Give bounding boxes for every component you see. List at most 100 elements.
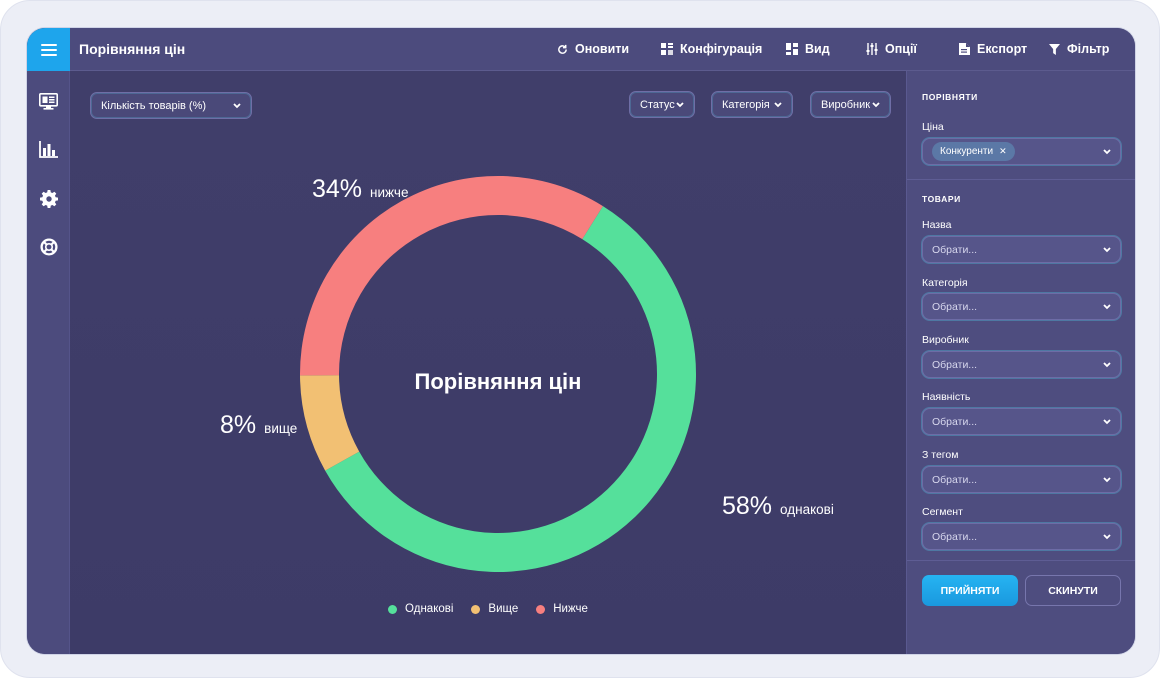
- price-compare-select[interactable]: Конкуренти ✕: [922, 138, 1121, 165]
- slice-label-lower-value: 34%: [312, 175, 363, 203]
- category-filter-label: Категорія: [722, 98, 770, 111]
- view-label: Вид: [805, 42, 830, 56]
- chevron-down-icon: [774, 101, 782, 107]
- export-button[interactable]: Експорт: [959, 42, 1027, 56]
- category-select[interactable]: Обрати...: [922, 293, 1121, 320]
- chevron-down-icon: [1103, 533, 1111, 539]
- export-label: Експорт: [977, 42, 1028, 56]
- config-label: Конфігурація: [680, 42, 763, 56]
- chevron-down-icon: [1103, 246, 1111, 252]
- manufacturer-select-placeholder: Обрати...: [932, 358, 978, 371]
- options-button[interactable]: Опції: [866, 42, 917, 56]
- category-field-label: Категорія: [922, 277, 968, 289]
- chevron-down-icon: [1103, 418, 1111, 424]
- slice-label-same: 58% однакові: [722, 492, 834, 521]
- name-select[interactable]: Обрати...: [922, 236, 1121, 263]
- close-icon[interactable]: ✕: [999, 146, 1007, 156]
- availability-field-label: Наявність: [922, 391, 971, 403]
- availability-select[interactable]: Обрати...: [922, 408, 1121, 435]
- chevron-down-icon: [1103, 361, 1111, 367]
- support-icon: [39, 237, 58, 256]
- bar-chart-icon: [39, 141, 58, 158]
- category-select-placeholder: Обрати...: [932, 300, 978, 313]
- donut-slice-higher[interactable]: [300, 375, 360, 471]
- slice-label-same-text: однакові: [780, 502, 834, 517]
- menu-icon: [40, 43, 57, 56]
- main-content: Кількість товарів (%) Статус Категорія В…: [70, 71, 906, 654]
- tag-select-placeholder: Обрати...: [932, 473, 978, 486]
- filter-label: Фільтр: [1067, 42, 1110, 56]
- page-title: Порівняння цін: [79, 41, 186, 57]
- file-icon: [959, 43, 970, 55]
- slice-label-higher: 8% вище: [220, 411, 297, 440]
- sidebar-item-analytics[interactable]: [38, 139, 59, 160]
- legend-dot: [536, 604, 546, 614]
- competitors-chip[interactable]: Конкуренти ✕: [932, 142, 1015, 161]
- status-filter-label: Статус: [640, 98, 675, 111]
- sidebar-item-support[interactable]: [38, 236, 59, 257]
- compare-section-title: ПОРІВНЯТИ: [922, 92, 978, 102]
- sidebar-item-settings[interactable]: [38, 188, 59, 209]
- legend-dot: [471, 604, 481, 614]
- slice-label-lower: 34% нижче: [312, 175, 408, 204]
- category-filter[interactable]: Категорія: [711, 91, 793, 118]
- sidebar: [27, 71, 70, 654]
- manufacturer-filter-label: Виробник: [821, 98, 871, 111]
- price-field-label: Ціна: [922, 121, 944, 133]
- status-filter[interactable]: Статус: [629, 91, 695, 118]
- price-comparison-donut-chart: [300, 175, 696, 572]
- metric-select-value: Кількість товарів (%): [101, 99, 207, 112]
- refresh-label: Оновити: [575, 42, 630, 56]
- refresh-icon: [558, 44, 567, 54]
- legend-label: Однакові: [405, 603, 454, 615]
- gear-icon: [39, 189, 58, 208]
- manufacturer-select[interactable]: Обрати...: [922, 351, 1121, 378]
- availability-select-placeholder: Обрати...: [932, 415, 978, 428]
- chevron-down-icon: [1103, 303, 1111, 309]
- tag-select[interactable]: Обрати...: [922, 466, 1121, 493]
- config-icon: [661, 43, 673, 55]
- filter-icon: [1049, 43, 1060, 55]
- slice-label-same-value: 58%: [722, 492, 773, 520]
- manufacturer-field-label: Виробник: [922, 334, 969, 346]
- dashboard-icon: [39, 93, 58, 110]
- reset-button[interactable]: СКИНУТИ: [1025, 575, 1121, 606]
- chart-title: Порівняння цін: [414, 369, 582, 394]
- segment-select[interactable]: Обрати...: [922, 523, 1121, 550]
- accept-button[interactable]: ПРИЙНЯТИ: [922, 575, 1018, 606]
- chevron-down-icon: [676, 101, 684, 107]
- chip-label: Конкуренти: [940, 146, 994, 157]
- sidebar-item-dashboard[interactable]: [38, 91, 59, 112]
- metric-select[interactable]: Кількість товарів (%): [90, 92, 252, 119]
- goods-section-title: ТОВАРИ: [922, 194, 961, 204]
- slice-label-lower-text: нижче: [370, 185, 409, 200]
- filter-panel: ПОРІВНЯТИ Ціна Конкуренти ✕ ТОВАРИ Назва…: [906, 71, 1135, 654]
- options-label: Опції: [885, 42, 917, 56]
- chevron-down-icon: [1103, 148, 1111, 154]
- panel-divider: [907, 560, 1135, 561]
- filter-button[interactable]: Фільтр: [1049, 42, 1109, 56]
- legend-dot: [388, 604, 398, 614]
- segment-field-label: Сегмент: [922, 506, 963, 518]
- legend-item-same[interactable]: Однакові: [388, 603, 453, 615]
- slice-label-higher-value: 8%: [220, 411, 257, 439]
- name-select-placeholder: Обрати...: [932, 243, 978, 256]
- top-bar: Порівняння цін Оновити Конфігурація Вид …: [27, 28, 1135, 71]
- chevron-down-icon: [872, 101, 880, 107]
- config-button[interactable]: Конфігурація: [661, 42, 762, 56]
- donut-slice-lower[interactable]: [300, 175, 603, 376]
- view-icon: [786, 43, 798, 55]
- refresh-button[interactable]: Оновити: [557, 42, 629, 56]
- legend-label: Нижче: [553, 603, 588, 615]
- chevron-down-icon: [233, 102, 241, 108]
- chart-legend: Однакові Вище Нижче: [70, 603, 906, 615]
- legend-item-higher[interactable]: Вище: [471, 603, 518, 615]
- view-button[interactable]: Вид: [786, 42, 830, 56]
- tag-field-label: З тегом: [922, 449, 959, 461]
- panel-divider: [907, 179, 1135, 180]
- menu-button[interactable]: [27, 28, 70, 71]
- legend-item-lower[interactable]: Нижче: [536, 603, 588, 615]
- manufacturer-filter[interactable]: Виробник: [810, 91, 891, 118]
- segment-select-placeholder: Обрати...: [932, 530, 978, 543]
